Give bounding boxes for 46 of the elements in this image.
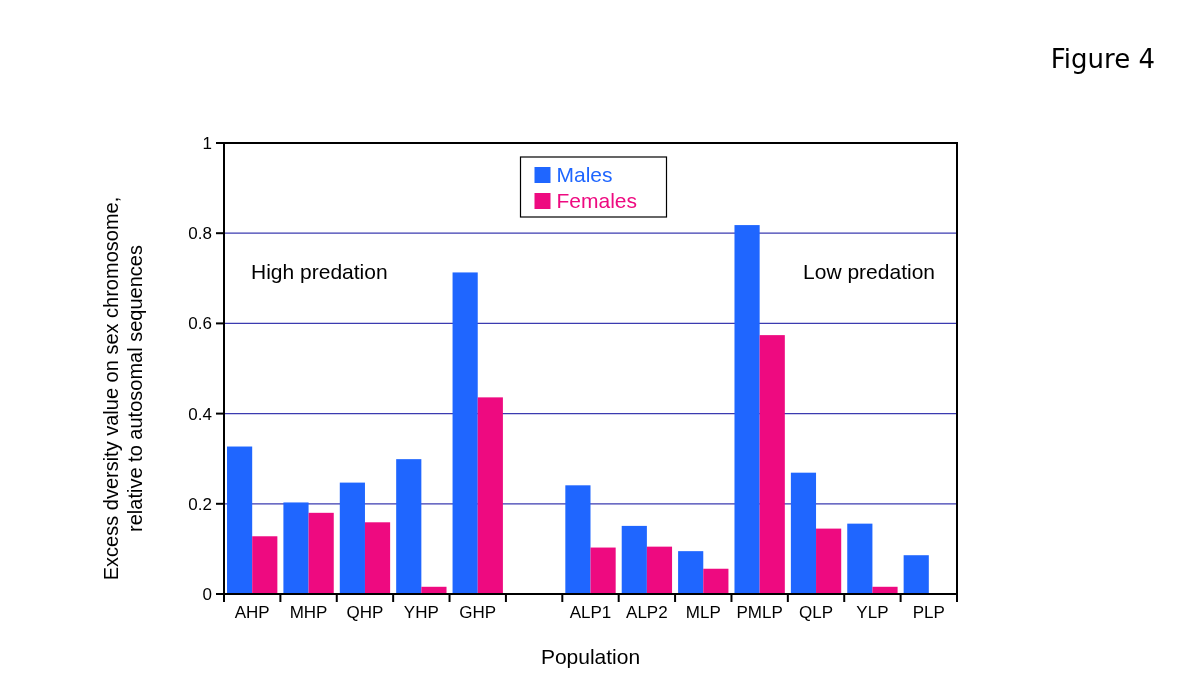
bar xyxy=(621,525,647,594)
y-tick-label: 0 xyxy=(202,584,212,604)
bar xyxy=(452,272,478,594)
x-tick-label: PMLP xyxy=(736,603,783,622)
x-tick-label: YLP xyxy=(856,603,889,622)
bar xyxy=(646,546,673,594)
bar xyxy=(283,502,309,594)
bar xyxy=(364,522,391,594)
bar xyxy=(703,568,729,594)
y-tick-label: 0.4 xyxy=(188,404,212,424)
x-tick-label: QHP xyxy=(346,603,384,622)
y-axis-title: Excess dversity value on sex chromosome, relative to autosomal sequences xyxy=(100,196,146,581)
bar xyxy=(252,536,278,594)
bar xyxy=(734,225,760,594)
bar xyxy=(590,547,616,594)
x-tick-label: QLP xyxy=(799,603,834,622)
annotation: Low predation xyxy=(803,260,935,283)
bar xyxy=(816,528,842,594)
y-tick-label: 0.2 xyxy=(188,494,212,514)
bar xyxy=(847,523,873,594)
bar xyxy=(339,482,365,594)
y-tick-label: 0.8 xyxy=(188,224,212,244)
legend-label: Males xyxy=(556,163,613,187)
x-axis-title: Population xyxy=(540,645,641,668)
bar xyxy=(790,472,817,594)
bar xyxy=(227,446,253,594)
y-tick-label: 1 xyxy=(202,133,212,153)
bar xyxy=(396,459,422,594)
x-tick-label: AHP xyxy=(234,603,270,622)
bar xyxy=(565,485,591,594)
x-tick-label: ALP1 xyxy=(569,603,612,622)
bar xyxy=(678,551,704,594)
x-tick-label: GHP xyxy=(459,603,497,622)
x-tick-label: ALP2 xyxy=(626,603,668,622)
annotation: High predation xyxy=(251,260,388,283)
x-tick-label: YHP xyxy=(403,603,439,622)
x-tick-label: MLP xyxy=(685,603,721,622)
x-tick-label: PLP xyxy=(912,603,945,622)
y-tick-label: 0.6 xyxy=(188,314,212,334)
legend-label: Females xyxy=(556,189,638,213)
bar xyxy=(477,397,503,594)
bar xyxy=(903,555,929,594)
bar xyxy=(308,512,334,594)
x-tick-label: MHP xyxy=(289,603,328,622)
text: Figure 4 xyxy=(1050,44,1155,74)
bar xyxy=(759,335,785,594)
